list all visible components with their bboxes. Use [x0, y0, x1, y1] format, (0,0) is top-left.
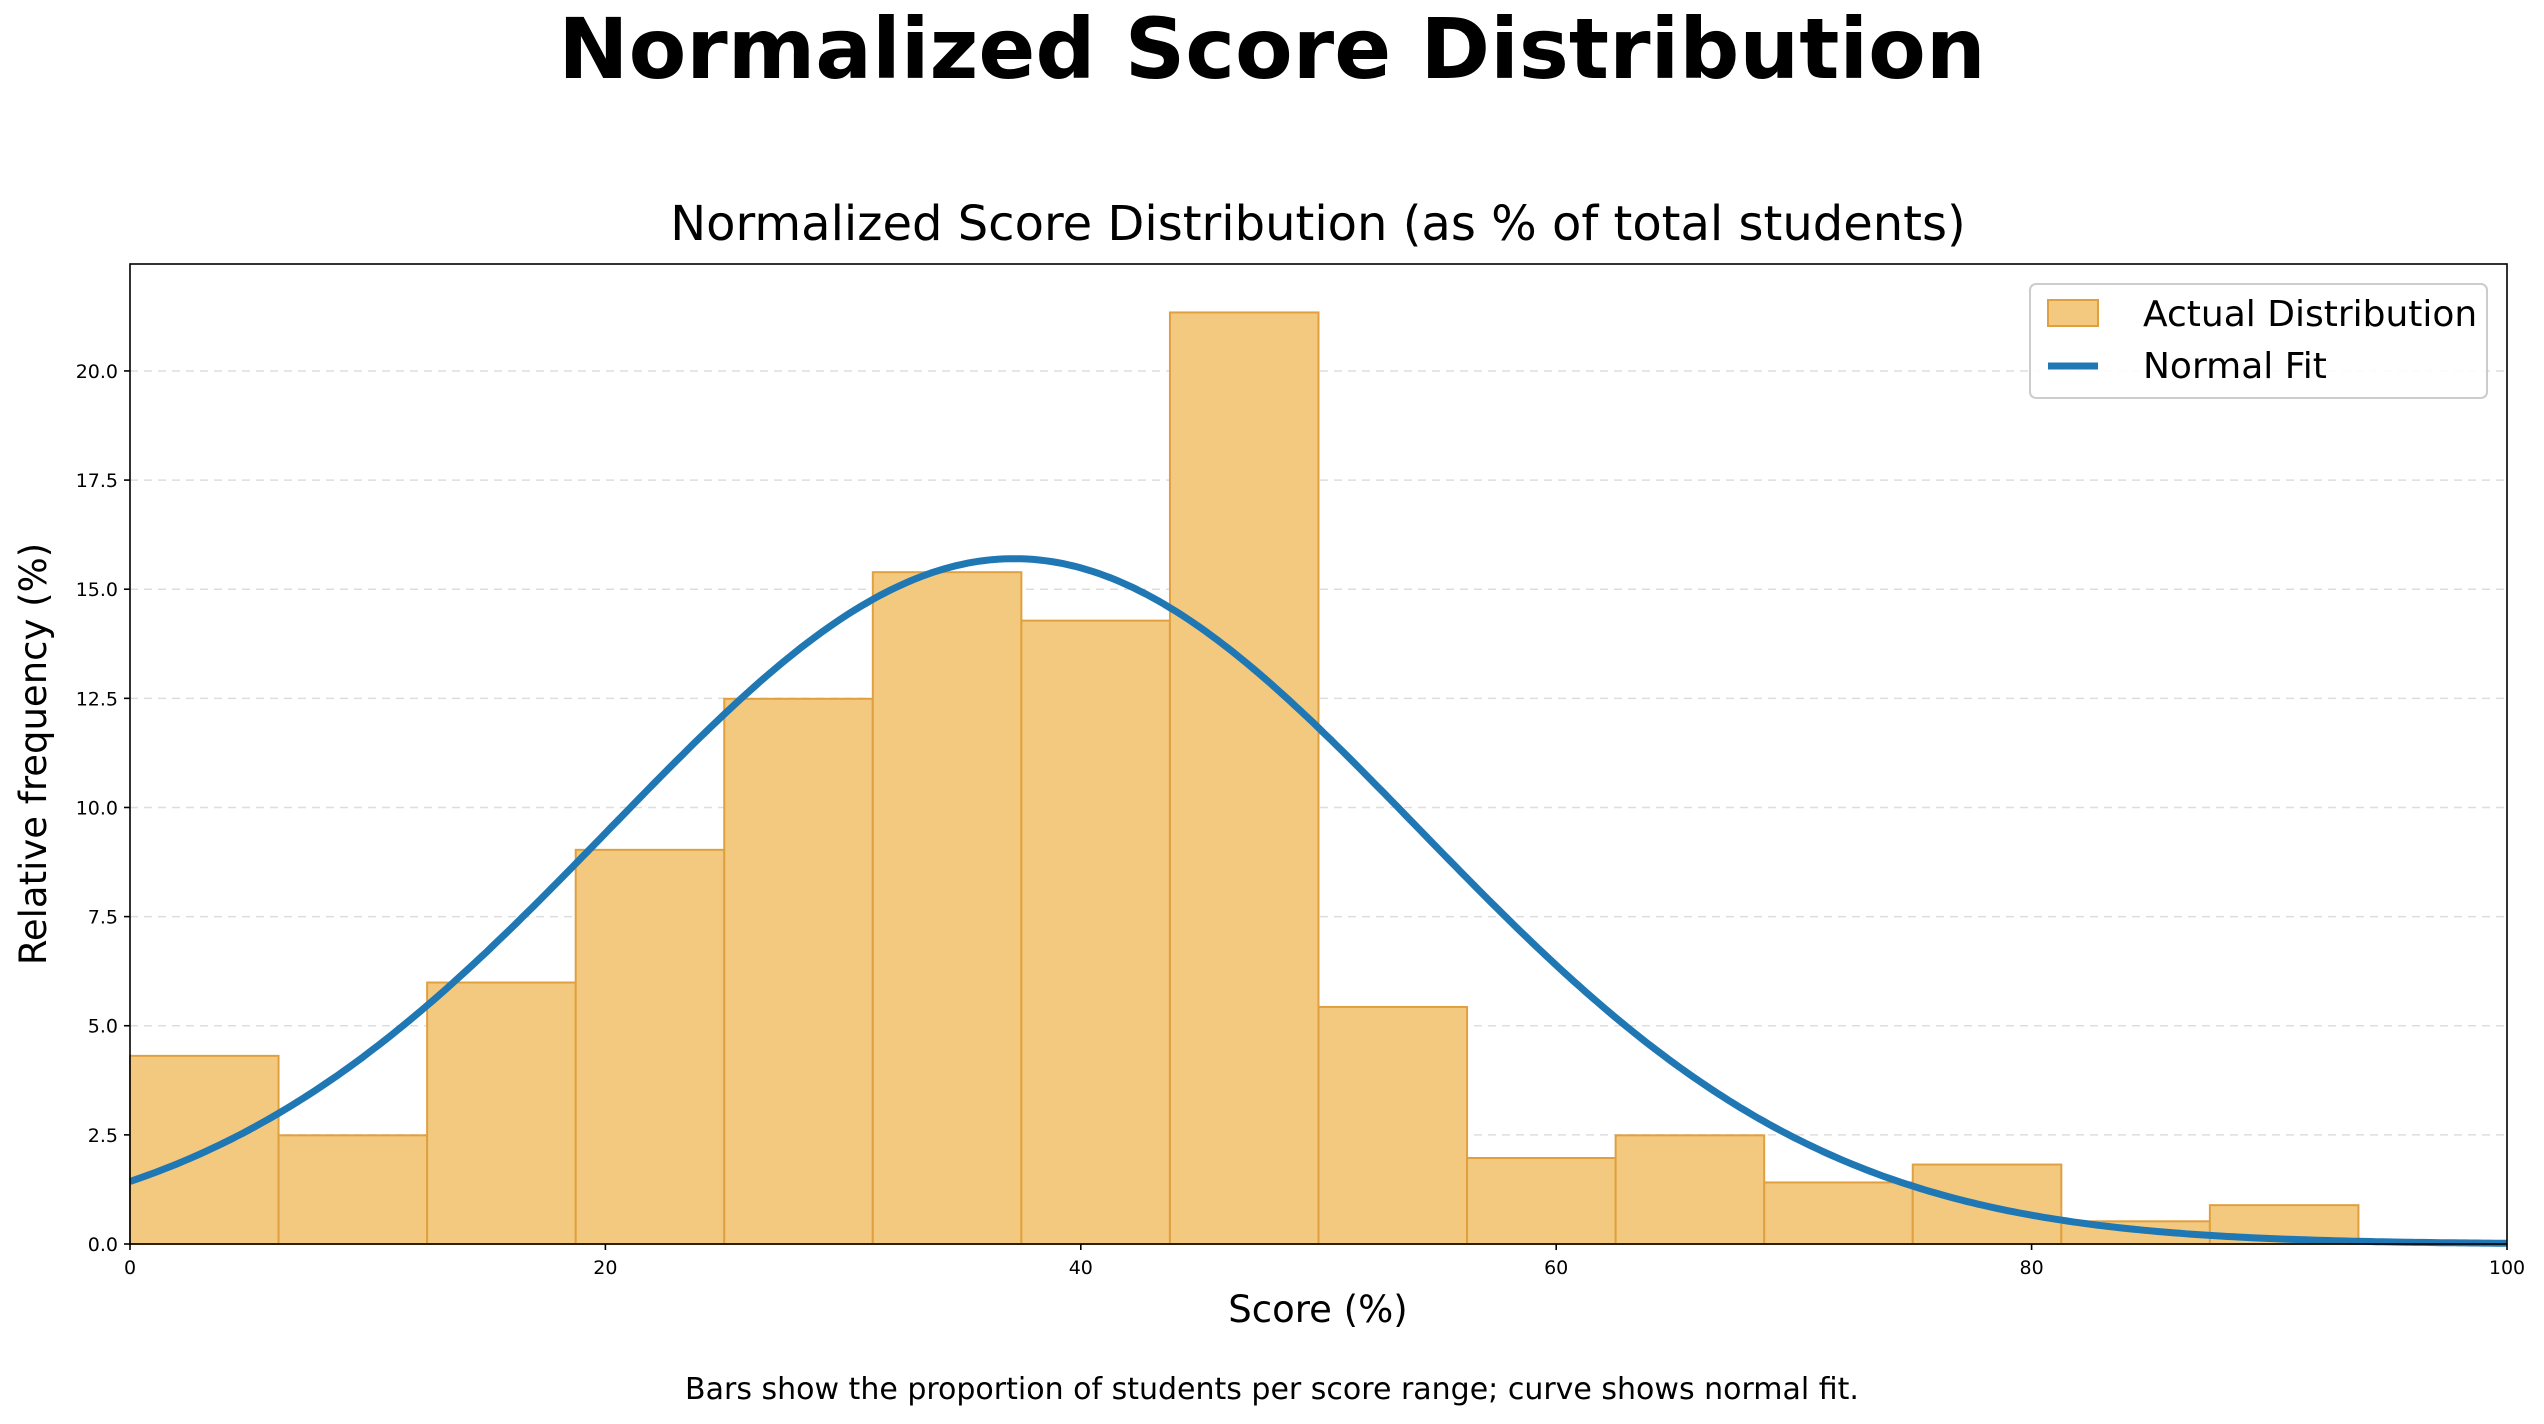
histogram-bar: [426, 981, 577, 1246]
y-tick-label: 12.5: [76, 688, 118, 710]
y-tick-label: 10.0: [76, 797, 118, 819]
legend-box: [2029, 283, 2488, 399]
legend-swatch-bars: [2047, 299, 2099, 327]
y-tick-label: 0.0: [88, 1234, 118, 1256]
histogram-bar: [574, 848, 726, 1245]
legend-label-line: Normal Fit: [2143, 346, 2327, 387]
y-tick-label: 15.0: [76, 579, 118, 601]
histogram-bar: [1317, 1005, 1469, 1246]
histogram-bar: [1168, 311, 1320, 1245]
histogram-bar: [723, 697, 874, 1245]
x-tick-label: 80: [2020, 1257, 2044, 1279]
y-tick-label: 2.5: [88, 1125, 118, 1147]
chart-title: Normalized Score Distribution: [558, 0, 1985, 98]
x-tick-label: 60: [1544, 1257, 1568, 1279]
y-tick-label: 20.0: [76, 361, 118, 383]
histogram-bar: [1020, 619, 1171, 1245]
histogram-bar: [1614, 1134, 1766, 1246]
x-axis-ticks: 0 20 40 60 80 100: [124, 1244, 2525, 1279]
chart-subtitle: Normalized Score Distribution (as % of t…: [670, 196, 1965, 252]
x-tick-label: 0: [124, 1257, 136, 1279]
histogram-bar: [1466, 1157, 1617, 1245]
bars: [129, 311, 2360, 1246]
legend-label-bars: Actual Distribution: [2143, 294, 2477, 335]
legend: Actual Distribution Normal Fit: [2029, 283, 2488, 399]
x-tick-label: 100: [2489, 1257, 2525, 1279]
y-tick-label: 5.0: [88, 1016, 118, 1038]
y-tick-label: 7.5: [88, 907, 118, 929]
chart-caption: Bars show the proportion of students per…: [685, 1372, 1859, 1407]
y-axis-ticks: 0.0 2.5 5.0 7.5 10.0 12.5 15.0 17.5 20.0: [76, 361, 130, 1256]
x-tick-label: 40: [1069, 1257, 1093, 1279]
y-axis-label: Relative frequency (%): [12, 543, 55, 965]
plot-frame: [129, 263, 2508, 1245]
normal-fit-curve: [128, 555, 2508, 1247]
x-axis-label: Score (%): [1228, 1288, 1407, 1331]
x-tick-label: 20: [593, 1257, 617, 1279]
histogram-bar: [871, 571, 1023, 1245]
histogram-bar: [1763, 1181, 1914, 1245]
y-tick-label: 17.5: [76, 470, 118, 492]
histogram-bar: [277, 1134, 429, 1246]
